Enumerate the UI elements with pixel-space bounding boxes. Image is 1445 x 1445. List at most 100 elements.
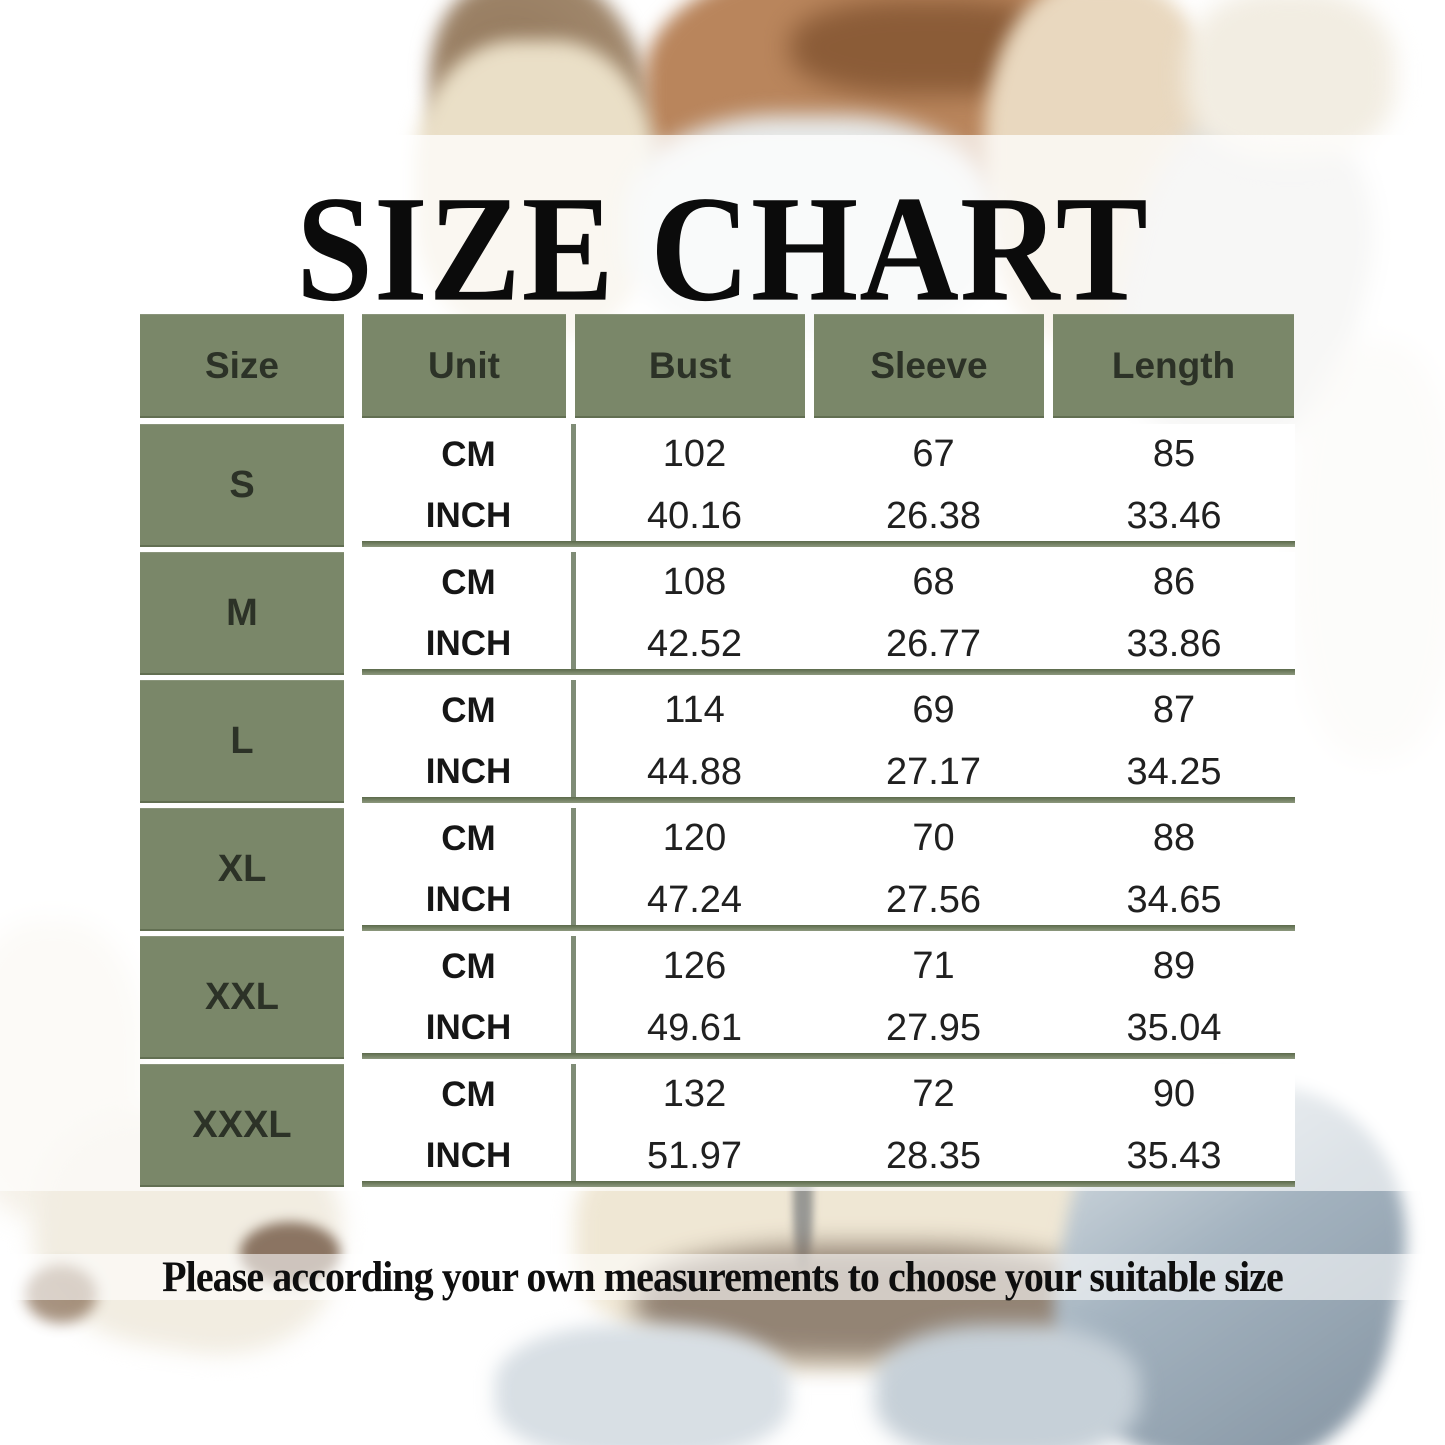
length-value: 87 — [1152, 689, 1196, 732]
column-divider — [571, 552, 576, 675]
data-panel-xxl: CM 126 71 89 INCH 49.61 27.95 35.04 — [362, 936, 1295, 1059]
data-panel-m: CM 108 68 86 INCH 42.52 26.77 33.86 — [362, 552, 1295, 675]
unit-label: CM — [441, 562, 496, 602]
sleeve-value: 68 — [912, 561, 955, 604]
sleeve-value: 27.17 — [885, 750, 982, 793]
data-panel-xl: CM 120 70 88 INCH 47.24 27.56 34.65 — [362, 808, 1295, 931]
sleeve-value: 27.95 — [885, 1006, 982, 1049]
length-value: 35.43 — [1126, 1134, 1222, 1177]
cm-row: CM 120 70 88 — [362, 808, 1295, 870]
length-value: 88 — [1152, 817, 1196, 860]
sleeve-value: 69 — [912, 689, 955, 732]
table-row-s: S CM 102 67 85 INCH 40.16 26.38 33.46 — [140, 424, 1295, 547]
length-value: 34.65 — [1126, 878, 1222, 921]
header-sleeve: Sleeve — [814, 314, 1044, 418]
column-divider — [571, 424, 576, 547]
size-note: Please according your own measurements t… — [162, 1253, 1284, 1301]
size-table: Size Unit Bust Sleeve Length S CM 102 67… — [140, 314, 1295, 1192]
header-length: Length — [1053, 314, 1294, 418]
length-value: 33.46 — [1126, 494, 1222, 537]
unit-label: INCH — [425, 752, 512, 792]
white-overlay-bottom — [0, 1191, 1445, 1445]
bust-value: 132 — [662, 1073, 727, 1116]
unit-label: INCH — [425, 1136, 512, 1176]
photo-jacket-top-right — [1185, 0, 1395, 160]
size-label-m: M — [140, 552, 344, 675]
unit-label: CM — [441, 1074, 496, 1114]
sleeve-value: 70 — [912, 817, 955, 860]
size-label-xxl: XXL — [140, 936, 344, 1059]
header-unit: Unit — [362, 314, 566, 418]
column-divider — [571, 680, 576, 803]
page-title: SIZE CHART — [296, 164, 1149, 333]
inch-row: INCH 40.16 26.38 33.46 — [362, 486, 1295, 548]
sleeve-value: 26.38 — [885, 494, 982, 537]
data-panel-xxxl: CM 132 72 90 INCH 51.97 28.35 35.43 — [362, 1064, 1295, 1187]
sleeve-value: 71 — [912, 945, 955, 988]
table-header-row: Size Unit Bust Sleeve Length — [140, 314, 1295, 429]
inch-row: INCH 44.88 27.17 34.25 — [362, 742, 1295, 804]
column-divider — [571, 1064, 576, 1187]
length-value: 89 — [1152, 945, 1196, 988]
bust-value: 102 — [662, 433, 727, 476]
photo-jeans-mid — [875, 1325, 1140, 1445]
length-value: 86 — [1152, 561, 1196, 604]
bust-value: 44.88 — [646, 750, 743, 793]
row-separator — [362, 541, 1295, 547]
sleeve-value: 27.56 — [885, 878, 982, 921]
length-value: 33.86 — [1126, 622, 1222, 665]
row-separator — [362, 1053, 1295, 1059]
bust-value: 42.52 — [646, 622, 743, 665]
unit-label: CM — [441, 434, 496, 474]
sleeve-value: 26.77 — [885, 622, 982, 665]
length-value: 85 — [1152, 433, 1196, 476]
bust-value: 114 — [664, 689, 725, 732]
bust-value: 49.61 — [646, 1006, 743, 1049]
bust-value: 47.24 — [646, 878, 743, 921]
size-label-l: L — [140, 680, 344, 803]
header-bust: Bust — [575, 314, 805, 418]
column-divider — [571, 936, 576, 1059]
row-separator — [362, 925, 1295, 931]
unit-label: CM — [441, 818, 496, 858]
inch-row: INCH 42.52 26.77 33.86 — [362, 614, 1295, 676]
length-value: 34.25 — [1126, 750, 1222, 793]
cm-row: CM 114 69 87 — [362, 680, 1295, 742]
inch-row: INCH 47.24 27.56 34.65 — [362, 870, 1295, 932]
inch-row: INCH 51.97 28.35 35.43 — [362, 1126, 1295, 1188]
unit-label: INCH — [425, 1008, 512, 1048]
photo-jeans-left — [495, 1325, 790, 1445]
length-value: 35.04 — [1126, 1006, 1222, 1049]
row-separator — [362, 1181, 1295, 1187]
cm-row: CM 108 68 86 — [362, 552, 1295, 614]
unit-label: INCH — [425, 880, 512, 920]
unit-label: CM — [441, 946, 496, 986]
bust-value: 40.16 — [646, 494, 743, 537]
row-separator — [362, 797, 1295, 803]
cm-row: CM 102 67 85 — [362, 424, 1295, 486]
table-row-l: L CM 114 69 87 INCH 44.88 27.17 34.25 — [140, 680, 1295, 803]
bust-value: 120 — [662, 817, 727, 860]
bust-value: 108 — [662, 561, 727, 604]
sleeve-value: 67 — [912, 433, 955, 476]
table-row-xxl: XXL CM 126 71 89 INCH 49.61 27.95 35.04 — [140, 936, 1295, 1059]
unit-label: INCH — [425, 496, 512, 536]
header-size: Size — [140, 314, 344, 418]
caption-band — [0, 1254, 1445, 1300]
bust-value: 126 — [662, 945, 727, 988]
size-label-xxxl: XXXL — [140, 1064, 344, 1187]
sleeve-value: 72 — [912, 1073, 955, 1116]
length-value: 90 — [1152, 1073, 1196, 1116]
inch-row: INCH 49.61 27.95 35.04 — [362, 998, 1295, 1060]
row-separator — [362, 669, 1295, 675]
unit-label: INCH — [425, 624, 512, 664]
data-panel-s: CM 102 67 85 INCH 40.16 26.38 33.46 — [362, 424, 1295, 547]
data-panel-l: CM 114 69 87 INCH 44.88 27.17 34.25 — [362, 680, 1295, 803]
size-label-xl: XL — [140, 808, 344, 931]
bust-value: 51.97 — [646, 1134, 743, 1177]
size-label-s: S — [140, 424, 344, 547]
sleeve-value: 28.35 — [885, 1134, 982, 1177]
unit-label: CM — [441, 690, 496, 730]
table-row-xl: XL CM 120 70 88 INCH 47.24 27.56 34.65 — [140, 808, 1295, 931]
